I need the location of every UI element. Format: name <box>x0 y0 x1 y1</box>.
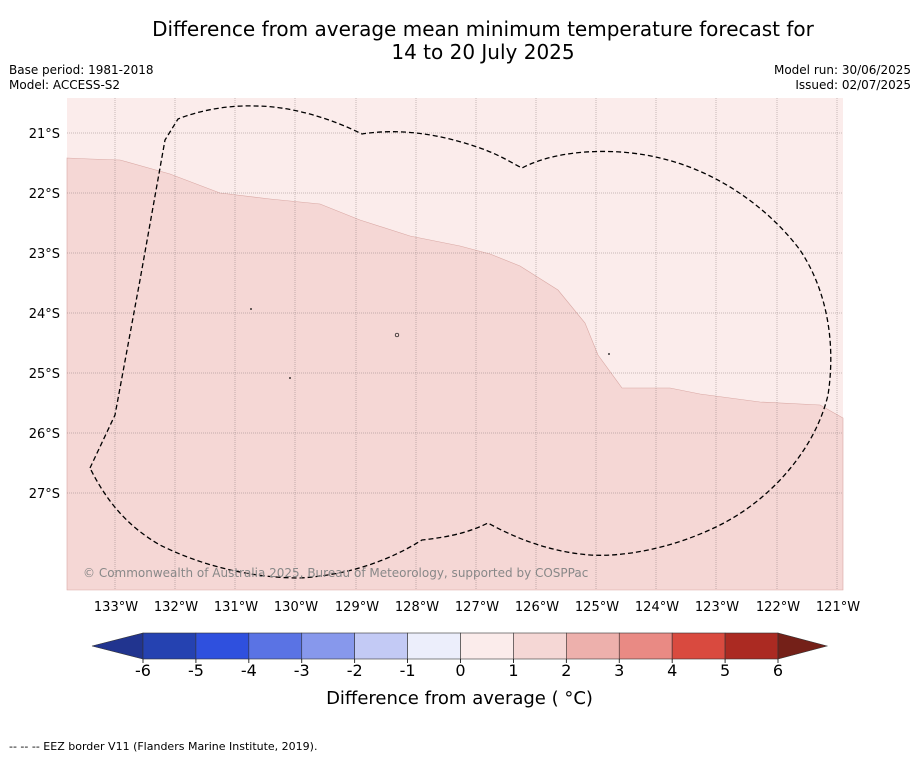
south-region <box>66 157 844 591</box>
colorbar-tick-label: 6 <box>773 661 783 680</box>
colorbar-segment <box>195 632 250 660</box>
lon-label: 127°W <box>455 600 499 615</box>
lon-label: 133°W <box>94 600 138 615</box>
lat-label: 26°S <box>29 427 60 442</box>
lon-label: 129°W <box>335 600 379 615</box>
lon-label: 132°W <box>154 600 198 615</box>
colorbar-tick-label: 1 <box>508 661 518 680</box>
colorbar-segment <box>407 632 461 660</box>
colorbar-tick-label: 5 <box>720 661 730 680</box>
map-title: Difference from average mean minimum tem… <box>0 18 919 64</box>
colorbar-segment <box>142 632 197 660</box>
colorbar-tick-label: -4 <box>241 661 257 680</box>
colorbar-tick-label: 3 <box>614 661 624 680</box>
colorbar-segment <box>301 632 355 660</box>
colorbar-segment <box>513 632 567 660</box>
lat-label: 23°S <box>29 247 60 262</box>
colorbar-arrow-high <box>777 632 829 660</box>
island-marker <box>394 332 400 338</box>
colorbar-tick-label: -5 <box>188 661 204 680</box>
lat-gridlines <box>67 132 843 494</box>
base-period: Base period: 1981-2018 <box>9 63 154 77</box>
island-marker <box>289 377 291 379</box>
colorbar-tick-label: -1 <box>400 661 416 680</box>
eez-legend-note: -- -- -- EEZ border V11 (Flanders Marine… <box>9 740 318 753</box>
colorbar-segment <box>354 632 408 660</box>
lon-label: 122°W <box>756 600 800 615</box>
eez-border <box>89 105 832 579</box>
lon-label: 131°W <box>214 600 258 615</box>
island-marker <box>250 308 252 310</box>
meta-right: Model run: 30/06/2025 Issued: 02/07/2025 <box>774 63 911 93</box>
island-marker <box>608 353 610 355</box>
colorbar-tick-label: -3 <box>294 661 310 680</box>
colorbar-segment <box>724 632 779 660</box>
lon-gridlines <box>114 98 838 590</box>
colorbar-tick-label: -6 <box>135 661 151 680</box>
colorbar-tick-label: -2 <box>347 661 363 680</box>
colorbar-segment <box>248 632 303 660</box>
title-line-2: 14 to 20 July 2025 <box>391 40 575 64</box>
model-name: Model: ACCESS-S2 <box>9 78 121 92</box>
lon-label: 123°W <box>695 600 739 615</box>
colorbar-segment <box>618 632 673 660</box>
colorbar-tick-label: 4 <box>667 661 677 680</box>
lat-label: 22°S <box>29 187 60 202</box>
copyright-text: © Commonwealth of Australia 2025, Bureau… <box>83 566 588 580</box>
colorbar-segment <box>671 632 726 660</box>
lon-label: 128°W <box>395 600 439 615</box>
colorbar-segment <box>566 632 620 660</box>
lon-label: 126°W <box>515 600 559 615</box>
lon-label: 125°W <box>575 600 619 615</box>
colorbar: -6 -5 -4 -3 -2 -1 0 1 2 3 4 5 6 <box>91 632 829 680</box>
lat-label: 24°S <box>29 307 60 322</box>
lat-label: 27°S <box>29 487 60 502</box>
colorbar-tick-label: 0 <box>455 661 465 680</box>
colorbar-tick-label: 2 <box>561 661 571 680</box>
issued-date: Issued: 02/07/2025 <box>795 78 911 92</box>
colorbar-segment <box>460 632 514 660</box>
lon-label: 124°W <box>635 600 679 615</box>
lon-label: 121°W <box>816 600 860 615</box>
colorbar-label: Difference from average ( °C) <box>326 688 593 709</box>
colorbar-arrow-low <box>91 632 144 660</box>
model-run: Model run: 30/06/2025 <box>773 63 911 77</box>
lon-label: 130°W <box>274 600 318 615</box>
lat-label: 25°S <box>29 367 60 382</box>
title-line-1: Difference from average mean minimum tem… <box>152 17 814 41</box>
lat-label: 21°S <box>29 127 60 142</box>
meta-left: Base period: 1981-2018 Model: ACCESS-S2 <box>9 63 154 93</box>
